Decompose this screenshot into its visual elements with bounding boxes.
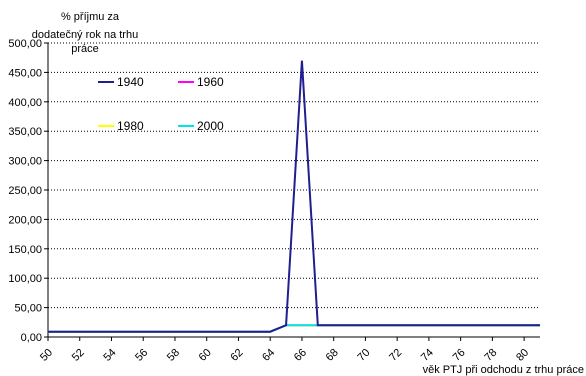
y-tick-label: 350,00 <box>8 126 42 138</box>
y-tick-label: 50,00 <box>14 303 42 315</box>
x-tick-label: 72 <box>387 347 404 364</box>
series-line-1940 <box>48 60 540 333</box>
y-tick-label: 100,00 <box>8 273 42 285</box>
legend-label-1960: 1960 <box>197 75 224 89</box>
y-tick-label: 200,00 <box>8 214 42 226</box>
legend-label-2000: 2000 <box>197 119 224 133</box>
y-axis-title: práce <box>71 43 99 55</box>
x-tick-label: 64 <box>260 347 277 364</box>
x-tick-label: 56 <box>133 347 150 364</box>
x-tick-label: 62 <box>228 347 245 364</box>
y-tick-label: 250,00 <box>8 185 42 197</box>
y-tick-label: 150,00 <box>8 244 42 256</box>
x-tick-label: 60 <box>197 347 214 364</box>
legend-label-1980: 1980 <box>117 119 144 133</box>
y-tick-label: 400,00 <box>8 97 42 109</box>
y-tick-label: 500,00 <box>8 38 42 50</box>
x-tick-label: 74 <box>419 347 436 364</box>
x-tick-label: 78 <box>482 347 499 364</box>
x-tick-label: 70 <box>355 347 372 364</box>
x-tick-label: 66 <box>292 347 309 364</box>
y-axis-title: % příjmu za <box>61 11 120 23</box>
y-axis-title: dodatečný rok na trhu <box>32 29 138 41</box>
y-tick-label: 450,00 <box>8 67 42 79</box>
legend-label-1940: 1940 <box>117 75 144 89</box>
y-tick-label: 300,00 <box>8 156 42 168</box>
y-tick-label: 0,00 <box>21 332 42 344</box>
x-tick-label: 58 <box>165 347 182 364</box>
x-axis-title: věk PTJ při odchodu z trhu práce <box>423 364 584 376</box>
x-tick-label: 80 <box>514 347 531 364</box>
x-tick-label: 76 <box>451 347 468 364</box>
x-tick-label: 54 <box>101 347 118 364</box>
x-tick-label: 68 <box>324 347 341 364</box>
x-tick-label: 50 <box>38 347 55 364</box>
x-tick-label: 52 <box>70 347 87 364</box>
